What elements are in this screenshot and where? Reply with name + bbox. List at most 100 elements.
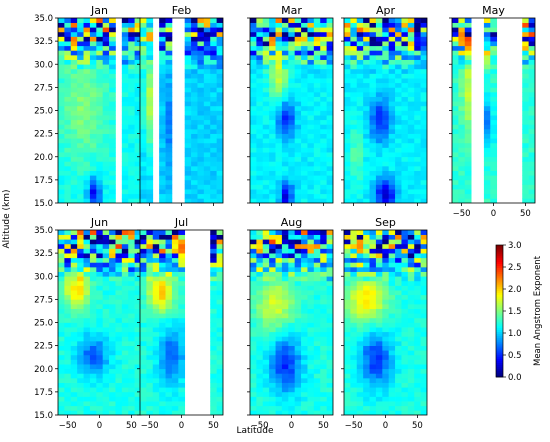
heatmap-cell — [388, 294, 396, 300]
heatmap-cell — [320, 184, 327, 190]
heatmap-cell — [128, 59, 135, 65]
heatmap-cell — [307, 161, 315, 167]
heatmap-cell — [64, 55, 72, 60]
heatmap-cell — [83, 230, 91, 235]
heatmap-cell — [375, 101, 383, 107]
heatmap-cell — [203, 31, 211, 37]
heatmap-cell — [77, 276, 84, 282]
heatmap-cell — [275, 373, 283, 379]
heatmap-cell — [344, 179, 351, 185]
heatmap-cell — [178, 401, 186, 407]
heatmap-cell — [250, 133, 257, 139]
heatmap-cell — [70, 257, 78, 263]
heatmap-cell — [159, 166, 166, 171]
heatmap-cell — [320, 92, 327, 97]
heatmap-cell — [407, 391, 415, 397]
heatmap-cell — [210, 410, 217, 415]
heatmap-cell — [363, 317, 370, 323]
heatmap-cell — [102, 304, 110, 309]
heatmap-cell — [458, 45, 466, 51]
heatmap-cell — [89, 230, 97, 235]
heatmap-cell — [407, 364, 415, 370]
heatmap-cell — [369, 410, 377, 415]
heatmap-cell — [464, 179, 472, 185]
heatmap-cell — [140, 322, 147, 328]
heatmap-cell — [375, 317, 383, 323]
heatmap-cell — [109, 92, 116, 97]
heatmap-cell — [102, 290, 110, 296]
heatmap-cell — [414, 82, 421, 88]
heatmap-cell — [83, 129, 91, 134]
heatmap-cell — [210, 345, 217, 351]
heatmap-cell — [420, 327, 427, 333]
heatmap-cell — [256, 152, 264, 158]
heatmap-cell — [250, 105, 257, 111]
heatmap-cell — [275, 78, 283, 84]
heatmap-cell — [369, 285, 377, 291]
heatmap-cell — [344, 327, 351, 333]
heatmap-cell — [363, 341, 370, 346]
heatmap-cell — [216, 271, 223, 277]
heatmap-cell — [146, 354, 154, 360]
heatmap-cell — [210, 257, 217, 263]
heatmap-cell — [210, 68, 217, 74]
heatmap-cell — [522, 101, 529, 107]
heatmap-cell — [301, 41, 308, 47]
heatmap-cell — [382, 410, 390, 415]
heatmap-cell — [184, 166, 192, 171]
heatmap-cell — [256, 364, 264, 370]
heatmap-cell — [294, 294, 302, 300]
heatmap-cell — [134, 78, 141, 84]
heatmap-cell — [146, 336, 154, 342]
heatmap-cell — [77, 193, 84, 199]
heatmap-cell — [109, 68, 116, 74]
heatmap-cell — [363, 299, 370, 305]
heatmap-cell — [294, 396, 302, 402]
heatmap-cell — [395, 243, 402, 249]
heatmap-cell — [407, 331, 415, 337]
heatmap-cell — [313, 341, 321, 346]
heatmap-cell — [216, 239, 223, 245]
heatmap-cell — [70, 55, 78, 60]
heatmap-cell — [83, 156, 91, 162]
heatmap-cell — [89, 18, 97, 23]
heatmap-cell — [210, 234, 217, 240]
y-tick-label: 30.0 — [34, 272, 53, 282]
heatmap-cell — [294, 142, 302, 148]
heatmap-cell — [458, 179, 466, 185]
heatmap-cell — [115, 271, 123, 277]
heatmap-cell — [528, 87, 535, 93]
heatmap-cell — [83, 138, 91, 144]
heatmap-cell — [294, 350, 302, 356]
heatmap-cell — [121, 350, 129, 356]
heatmap-cell — [375, 27, 383, 33]
heatmap-cell — [301, 317, 308, 323]
heatmap-cell — [464, 31, 472, 37]
heatmap-cell — [388, 257, 396, 263]
heatmap-cell — [128, 253, 135, 259]
heatmap-cell — [191, 27, 198, 33]
heatmap-cell — [171, 387, 179, 393]
heatmap-cell — [64, 313, 72, 319]
heatmap-cell — [77, 166, 84, 171]
heatmap-cell — [275, 96, 283, 102]
heatmap-cell — [375, 387, 383, 393]
heatmap-cell — [452, 59, 459, 65]
heatmap-cell — [203, 101, 211, 107]
heatmap-cell — [420, 115, 427, 121]
heatmap-cell — [77, 317, 84, 323]
heatmap-cell — [369, 92, 377, 97]
heatmap-cell — [281, 129, 289, 134]
heatmap-cell — [388, 234, 396, 240]
heatmap-cell — [420, 401, 427, 407]
heatmap-cell — [369, 189, 377, 195]
heatmap-cell — [369, 41, 377, 47]
heatmap-cell — [301, 378, 308, 383]
heatmap-cell — [395, 257, 402, 263]
heatmap-cell — [121, 294, 129, 300]
heatmap-cell — [140, 22, 147, 28]
heatmap-cell — [102, 405, 110, 411]
heatmap-cell — [375, 331, 383, 337]
heatmap-cell — [121, 382, 129, 388]
heatmap-cell — [64, 64, 72, 70]
